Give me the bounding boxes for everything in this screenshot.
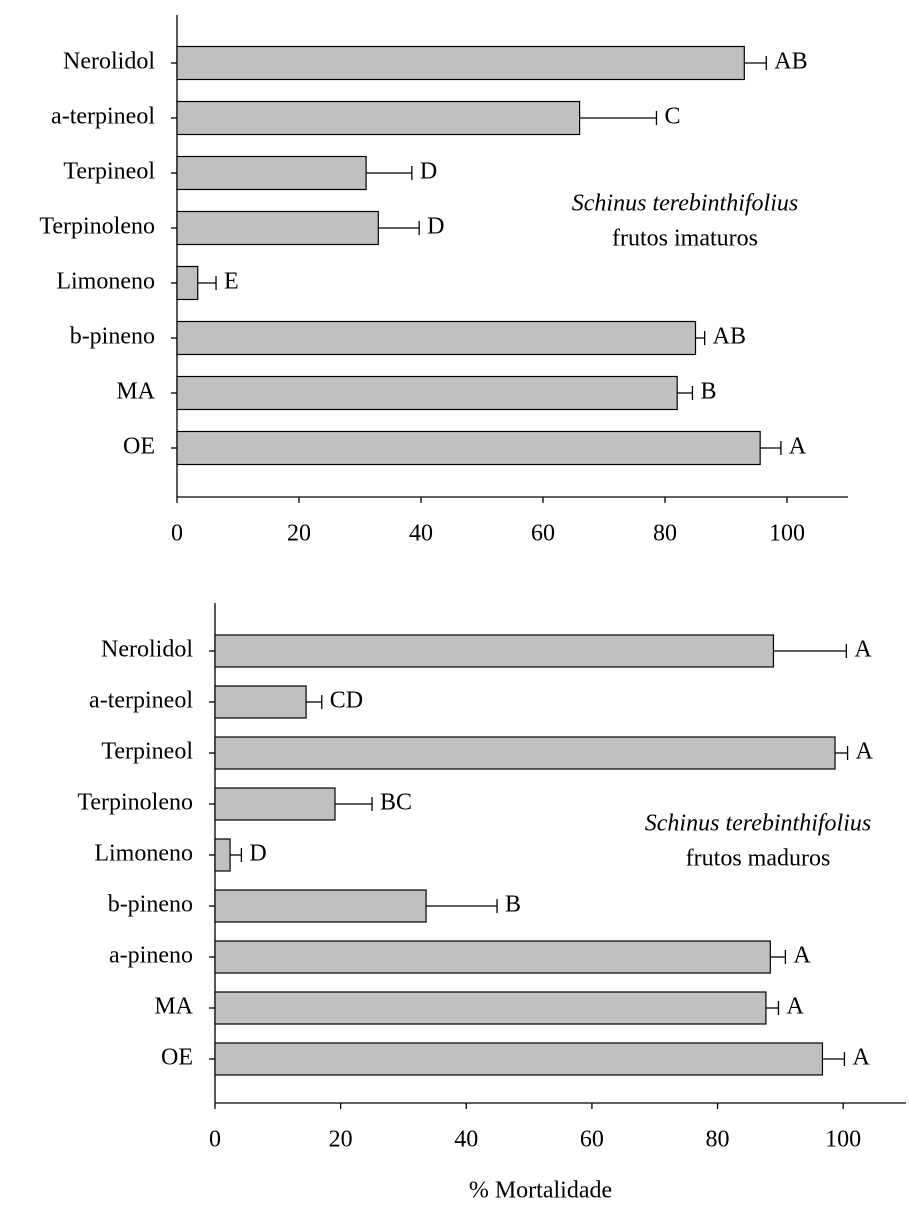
y-tick-label: Nerolidol xyxy=(63,49,155,75)
annotation: Schinus terebinthifolius xyxy=(645,811,871,837)
x-tick-label: 100 xyxy=(825,1127,861,1153)
y-tick-label: Terpinoleno xyxy=(39,214,155,240)
group-label: A xyxy=(854,637,872,663)
y-tick-label: b-pineno xyxy=(108,892,193,918)
y-tick-label: OE xyxy=(123,434,155,460)
bar xyxy=(176,210,379,246)
annotation: frutos imaturos xyxy=(612,226,758,252)
group-label: E xyxy=(224,269,239,295)
bar xyxy=(176,45,745,81)
y-tick-label: MA xyxy=(116,379,155,405)
x-tick-label: 100 xyxy=(769,521,805,547)
bar xyxy=(176,375,678,411)
x-tick-label: 0 xyxy=(171,521,183,547)
y-tick-label: MA xyxy=(154,994,193,1020)
group-label: C xyxy=(664,104,680,130)
y-tick-label: Limoneno xyxy=(94,841,193,867)
x-tick-label: 60 xyxy=(580,1127,604,1153)
annotation: Schinus terebinthifolius xyxy=(572,191,798,217)
y-tick-label: Nerolidol xyxy=(101,637,193,663)
y-tick-label: a-terpineol xyxy=(89,688,193,714)
group-label: D xyxy=(420,159,437,185)
bar xyxy=(214,1042,824,1076)
bar xyxy=(176,265,199,301)
group-label: CD xyxy=(330,688,363,714)
bar xyxy=(214,685,307,719)
group-label: D xyxy=(427,214,444,240)
bar xyxy=(214,736,836,770)
x-tick-label: 80 xyxy=(653,521,677,547)
x-tick-label: 40 xyxy=(409,521,433,547)
group-label: D xyxy=(249,841,266,867)
y-tick-label: Terpineol xyxy=(63,159,155,185)
group-label: A xyxy=(856,739,874,765)
bar xyxy=(176,100,581,136)
y-tick-label: a-terpineol xyxy=(51,104,155,130)
group-label: B xyxy=(505,892,521,918)
x-axis-label: % Mortalidade xyxy=(469,1178,612,1204)
bar xyxy=(214,634,775,668)
group-label: B xyxy=(700,379,716,405)
x-tick-label: 20 xyxy=(287,521,311,547)
x-tick-label: 20 xyxy=(329,1127,353,1153)
bar xyxy=(176,155,367,191)
group-label: A xyxy=(852,1045,870,1071)
group-label: A xyxy=(786,994,804,1020)
group-label: AB xyxy=(774,49,807,75)
y-tick-label: a-pineno xyxy=(109,943,193,969)
x-tick-label: 80 xyxy=(706,1127,730,1153)
group-label: A xyxy=(789,434,807,460)
y-tick-label: OE xyxy=(161,1045,193,1071)
bar xyxy=(214,940,771,974)
bar xyxy=(214,838,231,872)
group-label: A xyxy=(793,943,811,969)
x-tick-label: 60 xyxy=(531,521,555,547)
y-tick-label: Terpinoleno xyxy=(77,790,193,816)
bar xyxy=(214,787,336,821)
x-tick-label: 40 xyxy=(454,1127,478,1153)
x-tick-label: 0 xyxy=(209,1127,221,1153)
group-label: AB xyxy=(713,324,746,350)
annotation: frutos maduros xyxy=(686,846,831,872)
y-tick-label: Limoneno xyxy=(56,269,155,295)
bar xyxy=(214,991,767,1025)
bar xyxy=(176,320,697,356)
group-label: BC xyxy=(380,790,412,816)
y-tick-label: b-pineno xyxy=(70,324,155,350)
y-tick-label: Terpineol xyxy=(101,739,193,765)
bar xyxy=(176,430,761,466)
bar xyxy=(214,889,427,923)
